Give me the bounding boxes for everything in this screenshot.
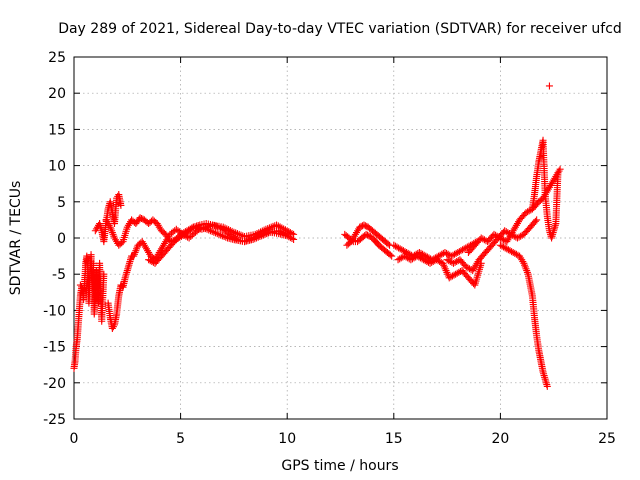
data-point <box>210 228 218 236</box>
series-12 <box>496 241 551 390</box>
data-point <box>252 233 260 241</box>
x-tick-label: 10 <box>278 431 296 447</box>
data-point <box>187 233 195 241</box>
data-point <box>256 231 264 239</box>
data-point <box>533 216 541 224</box>
series-2 <box>91 191 125 246</box>
data-point <box>117 201 125 209</box>
y-tick-label: -15 <box>43 340 66 356</box>
data-point <box>185 234 193 242</box>
series-13 <box>528 136 562 242</box>
data-point <box>213 230 221 238</box>
series-10 <box>464 165 564 256</box>
y-tick-label: -10 <box>43 303 66 319</box>
y-tick-label: -25 <box>43 412 66 428</box>
data-point <box>397 254 405 262</box>
data-point <box>242 237 250 245</box>
grid-lines <box>74 57 607 419</box>
data-point <box>100 270 108 278</box>
y-tick-label: 10 <box>48 159 66 175</box>
series-14 <box>545 82 553 90</box>
data-point <box>241 238 249 246</box>
data-point <box>208 227 216 235</box>
data-point <box>203 225 211 233</box>
y-tick-label: 20 <box>48 86 66 102</box>
data-point <box>233 235 241 243</box>
data-point <box>556 165 564 173</box>
y-axis-label: SDTVAR / TECUs <box>8 181 24 296</box>
series-9 <box>394 252 485 289</box>
series-11 <box>443 216 541 275</box>
data-point <box>525 207 533 215</box>
data-point <box>205 226 213 234</box>
x-axis-label: GPS time / hours <box>281 458 398 474</box>
x-tick-label: 5 <box>176 431 185 447</box>
data-point <box>388 252 396 260</box>
data-point <box>217 231 225 239</box>
y-tick-label: -20 <box>43 376 66 392</box>
y-tick-label: 5 <box>57 195 66 211</box>
data-point <box>267 223 275 231</box>
data-point <box>517 232 525 240</box>
data-point <box>251 233 259 241</box>
x-tick-label: 25 <box>598 431 616 447</box>
data-point <box>235 230 243 238</box>
data-point <box>543 382 551 390</box>
data-point <box>222 233 230 241</box>
data-point <box>232 229 240 237</box>
data-point <box>384 240 392 248</box>
plot-frame <box>73 56 608 420</box>
data-point <box>446 258 454 266</box>
data-point <box>554 169 562 177</box>
data-point <box>531 217 539 225</box>
data-point <box>244 236 252 244</box>
data-point <box>386 251 394 259</box>
series-1 <box>76 251 108 325</box>
y-tick-label: 0 <box>57 231 66 247</box>
data-point <box>273 221 281 229</box>
data-point <box>264 225 272 233</box>
tick-labels: 0 5 10 15 20 25 -25 -20 -15 -10 -5 0 5 10 15 20 25 <box>43 50 616 447</box>
data-point <box>220 233 228 241</box>
data-point <box>218 232 226 240</box>
x-tick-label: 15 <box>385 431 403 447</box>
data-point <box>206 227 214 235</box>
data-point <box>444 250 452 258</box>
data-point <box>233 230 241 238</box>
data-point <box>201 225 209 233</box>
data-point <box>545 82 553 90</box>
data-point <box>215 230 223 238</box>
data-point <box>247 235 255 243</box>
chart-title: Day 289 of 2021, Sidereal Day-to-day VTE… <box>58 21 622 37</box>
data-point <box>290 235 298 243</box>
data-point <box>249 234 257 242</box>
data-point <box>237 231 245 239</box>
data-points <box>70 82 564 390</box>
data-point <box>288 235 296 243</box>
series-4 <box>104 223 291 332</box>
y-tick-label: -5 <box>52 267 66 283</box>
x-tick-label: 0 <box>70 431 79 447</box>
series-7 <box>343 221 394 249</box>
data-point <box>212 229 220 237</box>
series-5 <box>145 220 298 267</box>
data-point <box>188 231 196 239</box>
data-point <box>246 235 254 243</box>
x-tick-label: 20 <box>491 431 509 447</box>
y-tick-label: 25 <box>48 50 66 66</box>
y-tick-label: 15 <box>48 122 66 138</box>
data-point <box>188 224 196 232</box>
data-point <box>254 232 262 240</box>
data-point <box>265 224 273 232</box>
